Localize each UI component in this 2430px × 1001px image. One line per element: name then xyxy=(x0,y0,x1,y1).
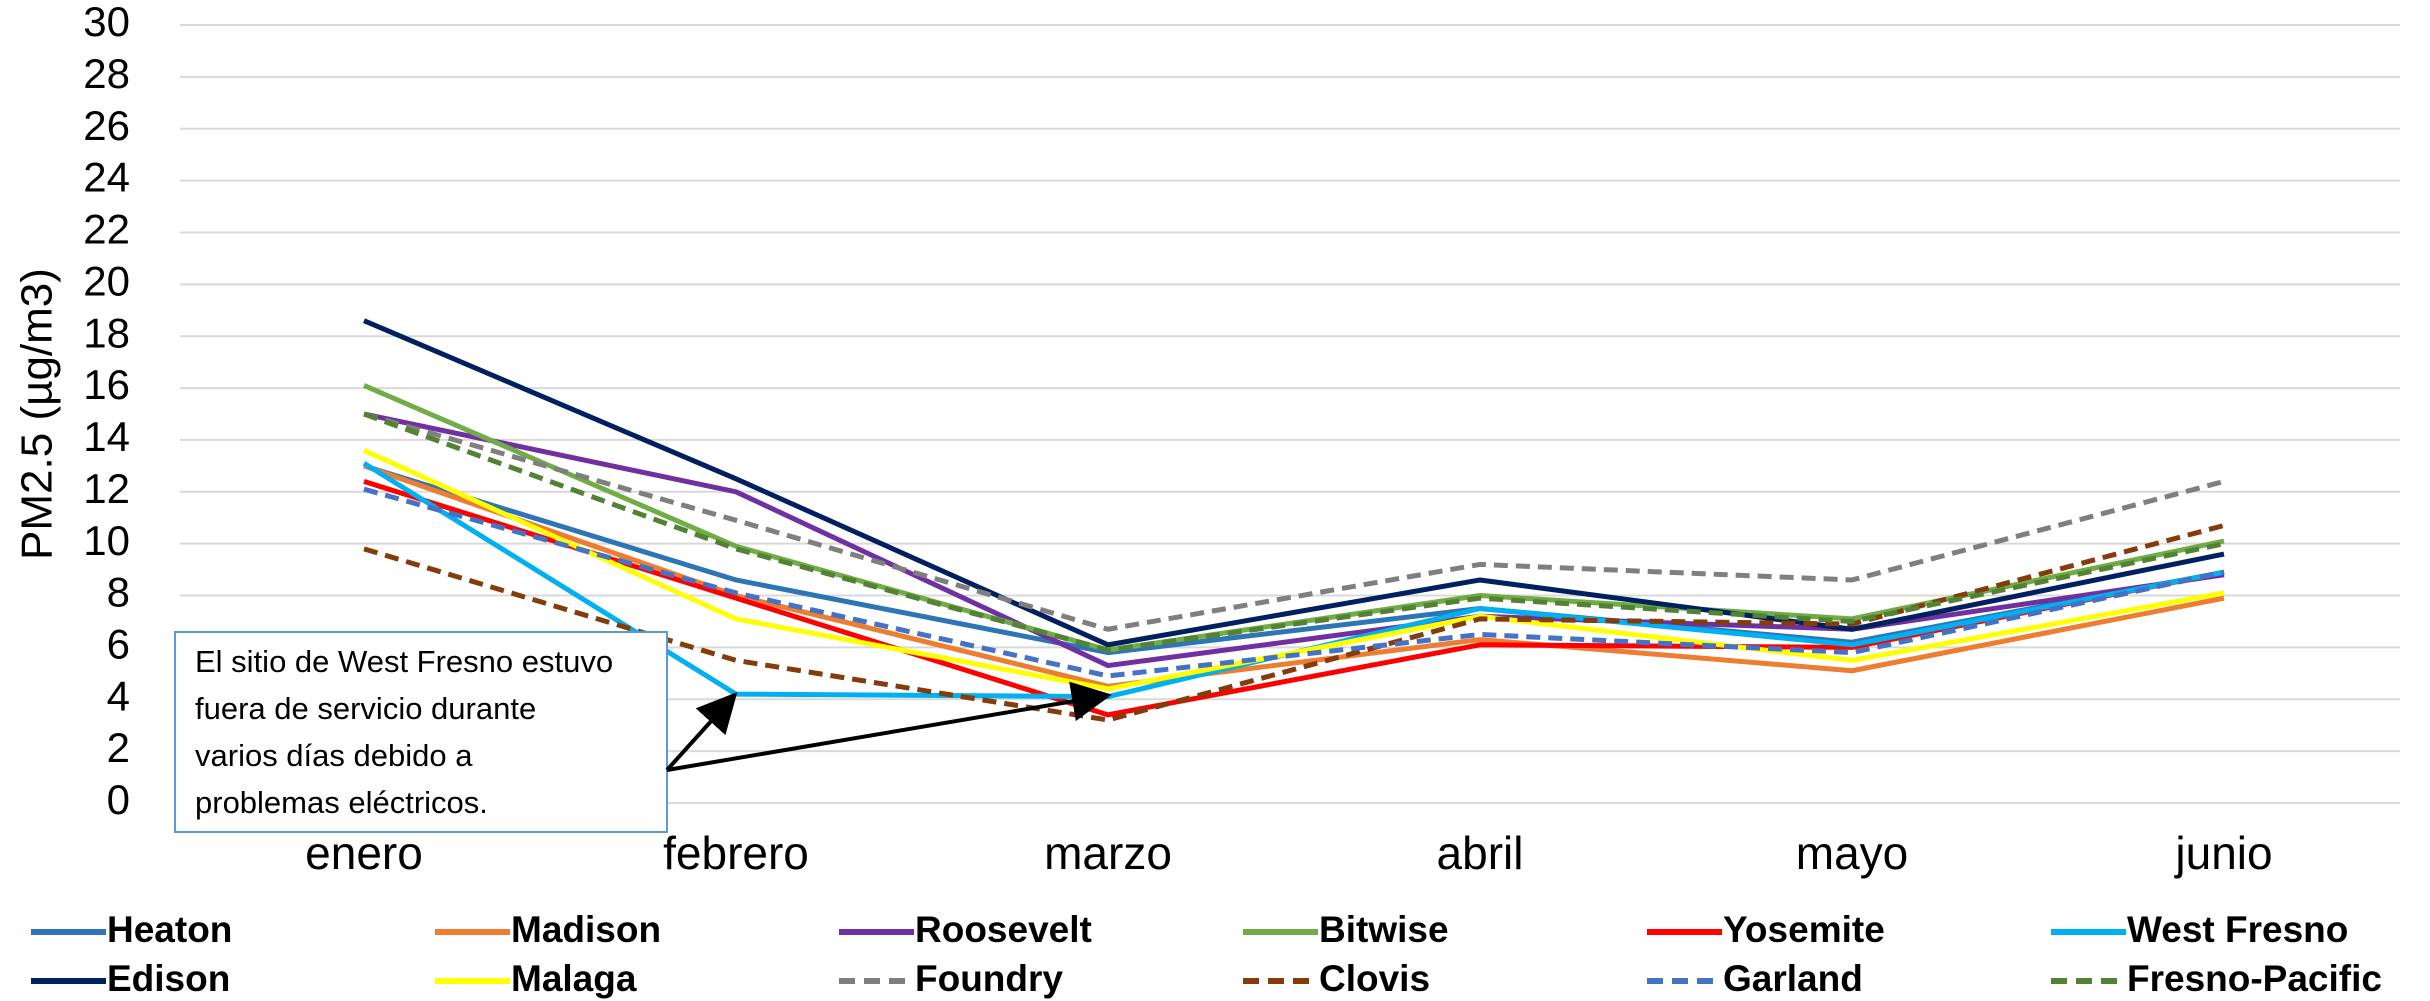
series-line xyxy=(362,448,2225,692)
series-line xyxy=(363,411,2225,669)
y-tick-label: 6 xyxy=(107,620,130,667)
y-tick-label: 16 xyxy=(83,361,130,408)
legend-label: Edison xyxy=(107,958,230,999)
series-line xyxy=(363,318,2225,648)
y-tick-label: 26 xyxy=(83,102,130,149)
x-tick-label: abril xyxy=(1437,827,1524,879)
y-tick-label: 12 xyxy=(83,465,130,512)
y-tick-label: 28 xyxy=(83,50,130,97)
y-tick-label: 10 xyxy=(83,517,130,564)
annotation-text: fuera de servicio durante xyxy=(195,691,536,726)
legend-label: Clovis xyxy=(1319,958,1430,999)
x-tick-label: mayo xyxy=(1796,827,1908,879)
legend-label: Bitwise xyxy=(1319,909,1449,950)
annotation-arrow xyxy=(666,681,1112,772)
annotation-text: problemas eléctricos. xyxy=(195,785,488,820)
legend-label: Roosevelt xyxy=(915,909,1092,950)
legend-label: Yosemite xyxy=(1723,909,1885,950)
y-axis-title: PM2.5 (µg/m3) xyxy=(13,268,62,560)
legend-label: Heaton xyxy=(107,909,232,950)
annotation-text: varios días debido a xyxy=(195,738,473,773)
y-tick-label: 30 xyxy=(83,0,130,45)
y-tick-label: 8 xyxy=(107,569,130,616)
y-tick-label: 20 xyxy=(83,257,130,304)
x-tick-label: febrero xyxy=(663,827,809,879)
legend-label: Madison xyxy=(511,909,661,950)
series-line xyxy=(363,411,2225,653)
legend-label: Fresno-Pacific xyxy=(2127,958,2382,999)
legend-label: Malaga xyxy=(511,958,637,999)
annotation-arrow xyxy=(665,692,738,772)
x-tick-label: junio xyxy=(2173,827,2272,879)
y-tick-label: 4 xyxy=(107,672,130,719)
y-tick-label: 24 xyxy=(83,154,130,201)
annotation-text: El sitio de West Fresno estuvo xyxy=(195,644,613,679)
series-line xyxy=(363,411,2225,632)
x-tick-label: marzo xyxy=(1044,827,1172,879)
y-tick-label: 0 xyxy=(107,776,130,823)
series-line xyxy=(363,486,2225,679)
annotation-box xyxy=(174,631,668,833)
y-tick-label: 2 xyxy=(107,724,130,771)
x-tick-label: enero xyxy=(305,827,423,879)
y-tick-label: 22 xyxy=(83,206,130,253)
y-tick-label: 14 xyxy=(83,413,130,460)
legend-label: Garland xyxy=(1723,958,1863,999)
legend-label: West Fresno xyxy=(2127,909,2348,950)
y-tick-label: 18 xyxy=(83,309,130,356)
legend-label: Foundry xyxy=(915,958,1063,999)
